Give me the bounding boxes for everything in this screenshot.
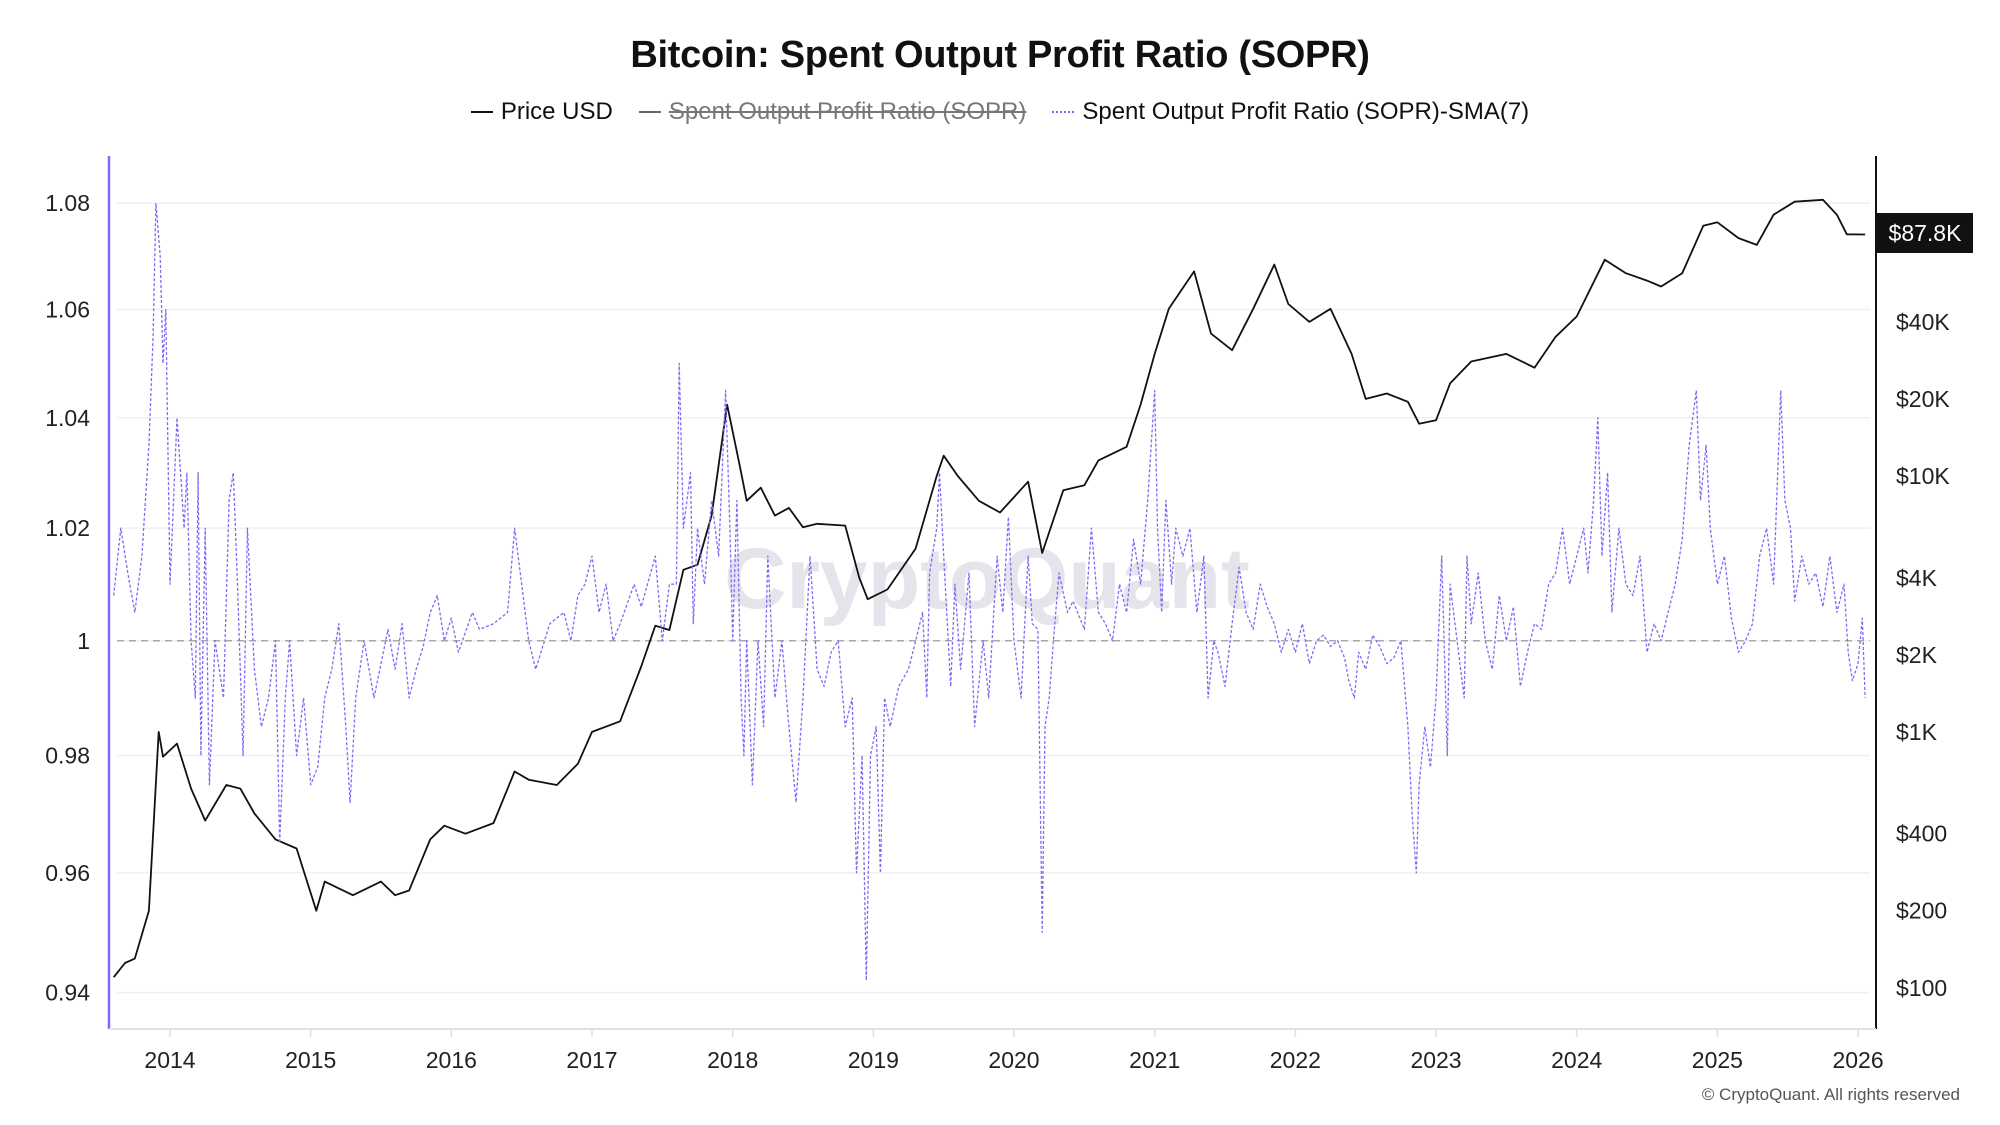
legend-swatch-price: [470, 111, 493, 113]
watermark: CryptoQuant: [724, 531, 1250, 627]
current-price-tag: $87.8K: [1877, 213, 1973, 253]
copyright: © CryptoQuant. All rights reserved: [1701, 1085, 1960, 1104]
x-tick-label: 2024: [1551, 1047, 1602, 1073]
gridlines: [117, 202, 1870, 994]
legend-item-sopr[interactable]: Spent Output Profit Ratio (SOPR): [638, 98, 1027, 126]
y-left-tick-label: 0.96: [45, 860, 90, 886]
legend-label-sopr-sma7: Spent Output Profit Ratio (SOPR)-SMA(7): [1082, 98, 1530, 125]
price-usd-line: [112, 198, 1866, 978]
legend-swatch-sopr-sma7: [1052, 111, 1075, 113]
y-right-tick-label: $4K: [1896, 565, 1938, 591]
y-left-tick-label: 1.04: [45, 405, 90, 431]
y-right-tick-label: $100: [1896, 975, 1947, 1001]
y-right-tick-label: $400: [1896, 821, 1947, 847]
y-right-tick-label: $20K: [1896, 386, 1950, 412]
y-left-tick-label: 0.94: [45, 980, 90, 1006]
x-tick-label: 2025: [1692, 1047, 1743, 1073]
x-tick-label: 2022: [1270, 1047, 1321, 1073]
axis-ticks: 0.94 0.96 0.98 1 1.02 1.04 1.06 1.08 $100 $200 $40…: [45, 190, 1950, 1073]
legend-item-price[interactable]: Price USD: [470, 98, 613, 126]
x-tick-label: 2015: [285, 1047, 336, 1073]
x-tick-label: 2014: [144, 1047, 195, 1073]
y-left-tick-label: 0.98: [45, 743, 90, 769]
chart-title: Bitcoin: Spent Output Profit Ratio (SOPR…: [630, 34, 1370, 76]
y-right-tick-label: $200: [1896, 898, 1947, 924]
x-tick-label: 2020: [988, 1047, 1039, 1073]
y-left-tick-label: 1.08: [45, 190, 90, 216]
legend-label-price: Price USD: [500, 98, 613, 125]
x-tick-label: 2023: [1410, 1047, 1461, 1073]
series-lines: [112, 198, 1866, 982]
y-right-tick-label: $1K: [1896, 719, 1938, 745]
x-tick-label: 2016: [426, 1047, 477, 1073]
y-right-tick-label: $10K: [1896, 463, 1950, 489]
legend-swatch-sopr: [638, 111, 661, 113]
y-left-tick-label: 1: [77, 628, 90, 654]
legend-item-sopr-sma7[interactable]: Spent Output Profit Ratio (SOPR)-SMA(7): [1052, 98, 1529, 126]
sopr-sma7-line: [113, 202, 1866, 982]
y-left-tick-label: 1.06: [45, 296, 90, 322]
y-right-tick-label: $2K: [1896, 642, 1938, 668]
x-tick-label: 2021: [1129, 1047, 1180, 1073]
y-right-tick-label: $40K: [1896, 309, 1950, 335]
x-tick-label: 2026: [1832, 1047, 1883, 1073]
x-tick-label: 2019: [848, 1047, 899, 1073]
x-tick-label: 2017: [566, 1047, 617, 1073]
x-tick-label: 2018: [707, 1047, 758, 1073]
current-price-label: $87.8K: [1889, 220, 1963, 246]
legend-label-sopr: Spent Output Profit Ratio (SOPR): [668, 98, 1027, 125]
y-left-tick-label: 1.02: [45, 515, 90, 541]
legend: Price USD Spent Output Profit Ratio (SOP…: [0, 98, 2000, 126]
